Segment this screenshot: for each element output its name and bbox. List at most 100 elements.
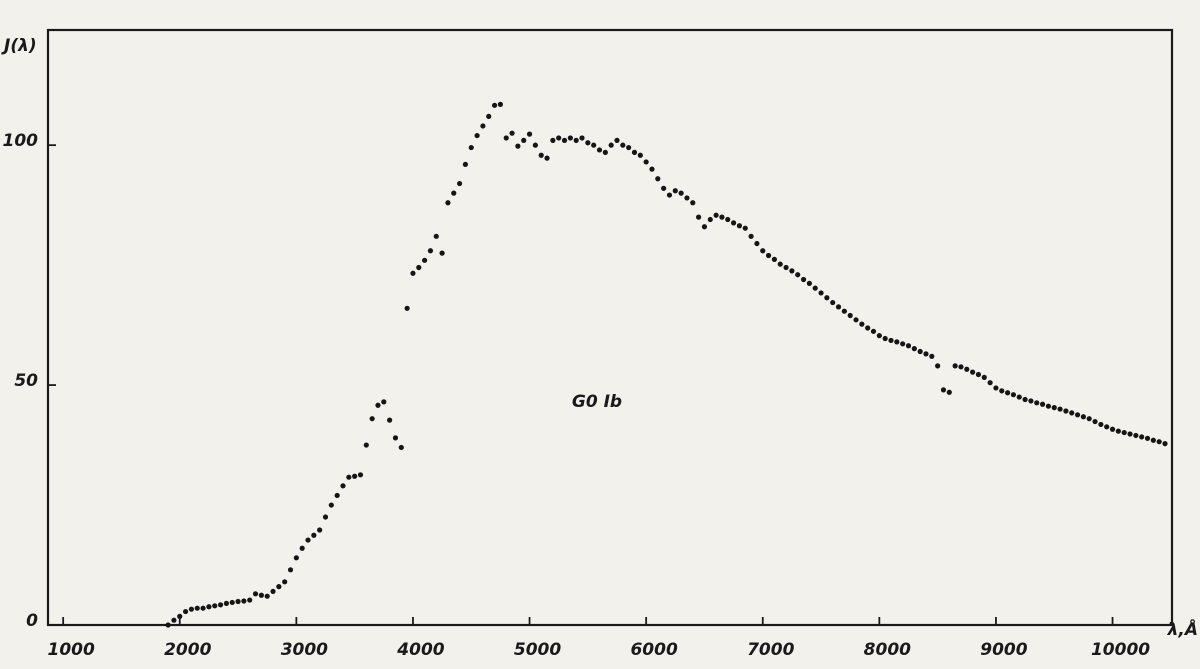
data-point <box>1045 403 1052 409</box>
data-point <box>334 492 340 499</box>
data-point <box>422 257 428 263</box>
data-point <box>322 514 329 520</box>
data-point <box>847 312 853 319</box>
data-point <box>247 597 253 603</box>
data-point <box>614 137 620 143</box>
data-point <box>649 166 655 172</box>
data-point <box>771 256 778 262</box>
data-point <box>719 214 725 220</box>
data-point <box>853 317 859 323</box>
data-point <box>748 233 754 239</box>
data-point <box>1086 416 1092 422</box>
data-point <box>556 135 562 141</box>
plot-frame <box>46 28 1174 627</box>
data-point <box>666 192 673 198</box>
data-point <box>1069 410 1075 416</box>
data-point <box>352 473 358 479</box>
data-point <box>229 599 235 606</box>
data-point <box>637 152 643 158</box>
data-point <box>946 389 952 395</box>
data-point <box>958 364 964 370</box>
data-point <box>1039 401 1046 407</box>
data-point <box>585 140 591 146</box>
data-point <box>841 308 847 314</box>
data-point <box>357 472 364 478</box>
x-tick-label: 4000 <box>396 640 444 660</box>
data-point <box>177 613 183 619</box>
data-point <box>404 305 410 311</box>
data-point <box>299 545 305 551</box>
data-point <box>188 606 195 612</box>
data-point <box>940 387 947 393</box>
data-point <box>1080 414 1086 420</box>
data-point <box>911 346 917 352</box>
data-point <box>264 593 270 599</box>
data-point <box>1074 412 1081 418</box>
data-point <box>970 369 976 375</box>
data-point <box>690 200 696 206</box>
x-tick-label: 9000 <box>980 640 1027 660</box>
data-point <box>765 252 772 259</box>
x-tick-label: 6000 <box>630 640 677 660</box>
x-axis-label: λ,Å <box>1167 617 1198 640</box>
data-point <box>701 224 708 230</box>
data-point <box>235 598 241 605</box>
data-point <box>311 532 317 538</box>
data-point <box>305 537 311 543</box>
data-point <box>905 343 912 349</box>
data-point <box>1121 429 1127 436</box>
data-point <box>1004 390 1011 396</box>
data-point <box>929 353 935 359</box>
y-axis-label: J(λ) <box>1 36 37 56</box>
data-point <box>707 216 713 223</box>
data-point <box>783 264 789 271</box>
data-point <box>241 598 247 604</box>
x-tick-label: 5000 <box>514 640 561 660</box>
data-point <box>206 604 212 610</box>
data-point <box>1098 421 1104 428</box>
data-point <box>1022 396 1028 403</box>
data-point <box>573 137 579 143</box>
data-point <box>375 402 381 408</box>
data-point <box>468 144 474 151</box>
y-tick-label: 50 <box>14 371 38 391</box>
data-point <box>631 149 638 155</box>
data-point <box>439 250 445 256</box>
data-point <box>445 200 451 206</box>
data-point <box>538 152 544 158</box>
data-point <box>725 216 731 223</box>
data-point <box>252 591 259 597</box>
data-point <box>182 608 189 615</box>
data-point <box>1150 437 1156 443</box>
data-point <box>328 502 334 508</box>
data-point <box>760 248 766 254</box>
data-point <box>806 280 812 286</box>
data-point <box>888 337 894 344</box>
data-point <box>620 142 626 148</box>
x-tick-label: 2000 <box>164 640 211 660</box>
data-point <box>882 335 888 342</box>
data-point <box>317 527 323 533</box>
data-point <box>486 113 492 119</box>
data-point <box>736 223 743 229</box>
data-point <box>392 435 399 441</box>
data-point <box>952 363 958 369</box>
data-point <box>975 371 982 378</box>
data-point <box>433 233 439 239</box>
x-tick-label: 7000 <box>747 640 794 660</box>
data-point <box>217 602 224 608</box>
data-point <box>497 101 503 107</box>
data-point <box>416 264 422 271</box>
data-point <box>818 290 824 296</box>
data-point <box>1139 434 1145 440</box>
data-point <box>876 333 882 339</box>
data-point <box>258 592 264 598</box>
data-point <box>1028 398 1034 404</box>
data-point <box>800 276 807 283</box>
data-point <box>923 351 929 357</box>
data-point <box>515 143 521 149</box>
data-point <box>1010 392 1017 398</box>
data-point <box>742 225 748 231</box>
x-tick-label: 10000 <box>1091 640 1150 660</box>
data-point <box>835 304 842 310</box>
